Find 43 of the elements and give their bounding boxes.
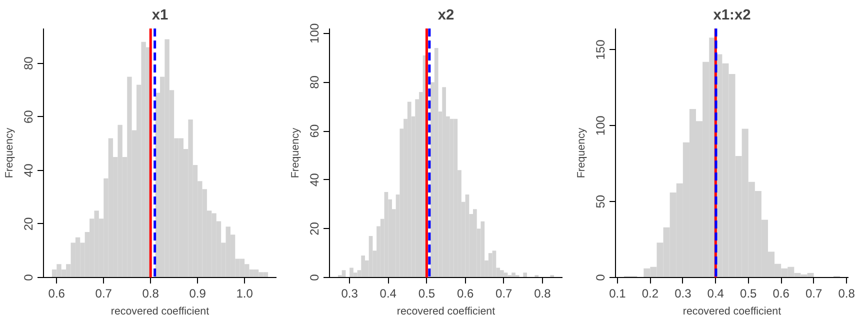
y-tick-label: 20 <box>22 216 36 231</box>
y-tick-label: 150 <box>594 39 608 60</box>
x-tick-label: 0.7 <box>496 286 513 300</box>
y-tick-label: 40 <box>308 172 322 187</box>
y-tick-label: 80 <box>308 75 322 89</box>
y-tick-label: 80 <box>22 56 36 70</box>
y-tick-label: 100 <box>594 115 608 136</box>
x-tick-label: 0.5 <box>418 286 436 300</box>
x-axis-title: recovered coefficient <box>110 306 210 318</box>
x-tick-label: 0.3 <box>341 286 358 300</box>
x-tick-label: 0.9 <box>189 286 206 300</box>
y-tick-label: 50 <box>594 194 608 208</box>
y-tick-label: 40 <box>22 163 36 178</box>
y-tick-label: 0 <box>594 274 608 281</box>
y-axis-title: Frequency <box>290 127 302 178</box>
x-tick-label: 0.6 <box>772 286 790 300</box>
x-axis-title: recovered coefficient <box>396 306 496 318</box>
x-tick-label: 1.0 <box>236 286 254 300</box>
chart-title: x1:x2 <box>713 8 751 24</box>
x-tick-label: 0.7 <box>95 286 112 300</box>
x-tick-label: 0.2 <box>642 286 659 300</box>
y-tick-label: 0 <box>308 274 322 281</box>
y-axis-title: Frequency <box>4 127 16 178</box>
y-tick-label: 100 <box>308 23 322 44</box>
x-tick-label: 0.6 <box>456 286 474 300</box>
x-tick-label: 0.5 <box>740 286 758 300</box>
x-tick-label: 0.8 <box>838 286 856 300</box>
x-tick-label: 0.6 <box>48 286 66 300</box>
x-axis-title: recovered coefficient <box>682 306 782 318</box>
x-tick-label: 0.3 <box>674 286 692 300</box>
y-tick-label: 20 <box>308 222 322 236</box>
x-tick-label: 0.1 <box>609 286 626 300</box>
x-tick-label: 0.7 <box>805 286 822 300</box>
y-tick-label: 60 <box>22 110 36 124</box>
chart-title: x1 <box>152 8 168 24</box>
y-axis-title: Frequency <box>576 127 588 178</box>
x-tick-label: 0.4 <box>707 286 724 300</box>
y-tick-label: 60 <box>308 124 322 138</box>
y-tick-label: 0 <box>22 274 36 281</box>
chart-title: x2 <box>438 8 454 24</box>
x-tick-label: 0.8 <box>142 286 160 300</box>
x-tick-label: 0.8 <box>534 286 552 300</box>
x-tick-label: 0.4 <box>380 286 397 300</box>
